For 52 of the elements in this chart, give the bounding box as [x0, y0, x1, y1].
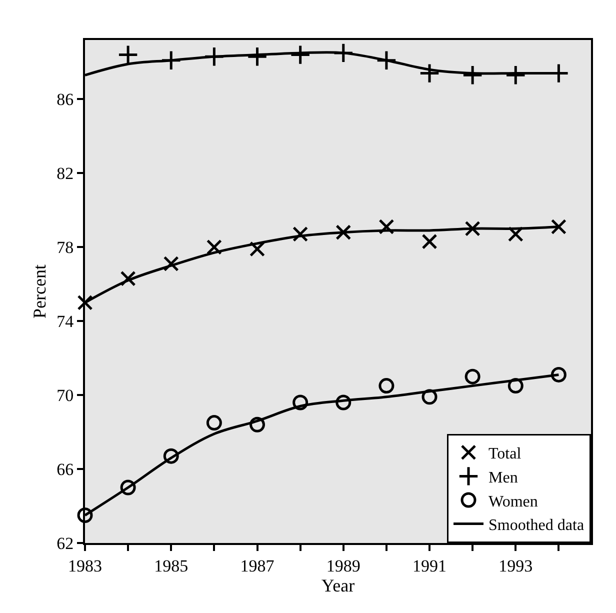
point	[505, 64, 526, 86]
y-tick-label: 66	[56, 460, 74, 479]
x-tick-label: 1985	[154, 556, 188, 576]
point	[508, 378, 524, 394]
x-tick-label: 1987	[240, 556, 275, 576]
x-tick-label: 1983	[68, 556, 102, 576]
point	[550, 219, 566, 235]
point	[462, 64, 483, 86]
y-tick-label: 70	[56, 386, 74, 406]
point	[120, 480, 136, 496]
point	[250, 416, 266, 432]
point	[376, 50, 397, 71]
point	[422, 234, 438, 250]
point	[204, 46, 225, 67]
point	[419, 62, 440, 84]
x-tick-label: 1991	[412, 556, 447, 576]
point	[160, 50, 182, 71]
point	[378, 378, 394, 394]
y-axis-title: Percent	[29, 264, 50, 318]
point	[292, 226, 308, 242]
legend-label: Total	[488, 446, 522, 463]
y-tick-label: 86	[56, 90, 74, 110]
y-tick-label: 74	[56, 312, 74, 332]
point	[246, 46, 268, 67]
point	[163, 256, 179, 272]
x-tick-label: 1993	[498, 556, 533, 576]
point	[292, 394, 308, 410]
point	[336, 394, 352, 410]
y-tick-label: 78	[56, 238, 74, 258]
legend-label: Men	[488, 469, 518, 486]
point	[290, 44, 311, 66]
point	[77, 508, 93, 524]
point	[120, 270, 136, 286]
point	[250, 241, 266, 257]
point	[206, 239, 222, 255]
legend-label: Women	[488, 493, 538, 510]
point	[464, 220, 480, 236]
point	[550, 366, 566, 382]
point	[464, 368, 480, 384]
y-tick-label: 62	[56, 534, 74, 553]
point	[336, 224, 352, 240]
point	[163, 448, 179, 464]
point	[333, 42, 354, 64]
point	[378, 219, 394, 235]
x-axis-title: Year	[321, 575, 355, 596]
point	[206, 415, 222, 431]
point	[508, 226, 524, 242]
x-tick-label: 1989	[326, 556, 360, 576]
legend-label: Smoothed data	[488, 517, 584, 534]
point	[422, 389, 438, 405]
point	[77, 294, 93, 310]
y-tick-label: 82	[56, 164, 74, 184]
